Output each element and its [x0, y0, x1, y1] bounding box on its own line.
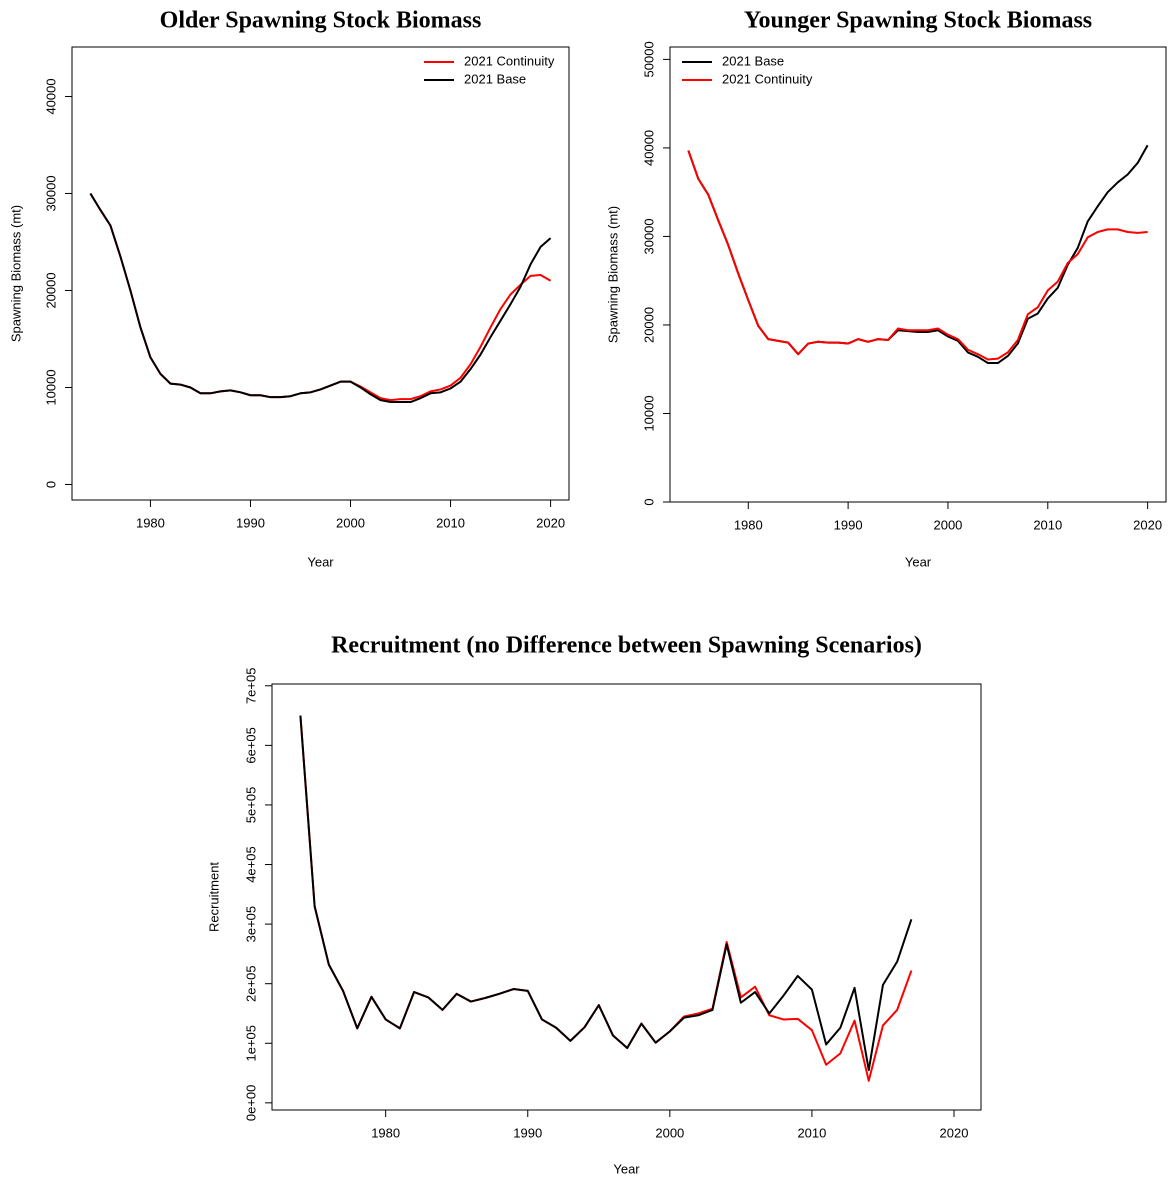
x-axis-label: Year — [905, 554, 932, 569]
y-tick-label: 0 — [43, 481, 58, 488]
x-tick-label: 2020 — [536, 515, 565, 530]
y-tick-label: 2e+05 — [243, 965, 258, 1002]
y-tick-label: 6e+05 — [243, 727, 258, 764]
x-tick-label: 2010 — [1033, 517, 1062, 532]
y-tick-label: 30000 — [641, 218, 656, 254]
x-tick-label: 2000 — [933, 517, 962, 532]
x-tick-label: 1990 — [513, 1125, 542, 1140]
y-tick-label: 7e+05 — [243, 668, 258, 705]
legend-label: 2021 Continuity — [722, 71, 813, 86]
x-axis-label: Year — [307, 554, 334, 569]
series-line — [89, 192, 552, 402]
y-tick-label: 4e+05 — [243, 846, 258, 883]
legend-label: 2021 Base — [464, 71, 526, 86]
y-tick-label: 0e+00 — [243, 1085, 258, 1122]
x-tick-label: 1980 — [371, 1125, 400, 1140]
y-tick-label: 40000 — [43, 78, 58, 114]
y-tick-label: 10000 — [43, 369, 58, 405]
y-tick-label: 20000 — [641, 307, 656, 343]
y-tick-label: 0 — [641, 498, 656, 505]
series-line — [299, 715, 913, 1082]
y-tick-label: 1e+05 — [243, 1025, 258, 1062]
chart-title: Younger Spawning Stock Biomass — [744, 8, 1092, 34]
y-tick-label: 5e+05 — [243, 787, 258, 824]
y-tick-label: 30000 — [43, 175, 58, 211]
x-axis-label: Year — [613, 1161, 640, 1176]
series-line — [89, 192, 552, 404]
x-tick-label: 2000 — [336, 515, 365, 530]
plot-frame — [669, 46, 1167, 503]
chart-title: Older Spawning Stock Biomass — [160, 8, 482, 34]
x-tick-label: 1990 — [236, 515, 265, 530]
plot-frame — [71, 46, 570, 501]
x-tick-label: 1980 — [734, 517, 763, 532]
chart-title: Recruitment (no Difference between Spawn… — [331, 633, 922, 659]
y-tick-label: 20000 — [43, 272, 58, 308]
legend-label: 2021 Continuity — [464, 53, 555, 68]
x-tick-label: 2020 — [1133, 517, 1162, 532]
x-tick-label: 2020 — [940, 1125, 969, 1140]
x-tick-label: 1990 — [834, 517, 863, 532]
series-line — [299, 715, 913, 1072]
y-tick-label: 3e+05 — [243, 906, 258, 943]
legend-label: 2021 Base — [722, 53, 784, 68]
x-tick-label: 2010 — [797, 1125, 826, 1140]
y-axis-label: Spawning Biomass (mt) — [605, 206, 620, 343]
y-tick-label: 50000 — [641, 41, 656, 77]
y-axis-label: Spawning Biomass (mt) — [8, 205, 23, 342]
series-line — [687, 150, 1148, 361]
x-tick-label: 1980 — [136, 515, 165, 530]
x-tick-label: 2000 — [655, 1125, 684, 1140]
y-tick-label: 10000 — [641, 395, 656, 431]
plot-frame — [271, 683, 982, 1111]
y-tick-label: 40000 — [641, 130, 656, 166]
y-axis-label: Recruitment — [206, 862, 221, 932]
x-tick-label: 2010 — [436, 515, 465, 530]
